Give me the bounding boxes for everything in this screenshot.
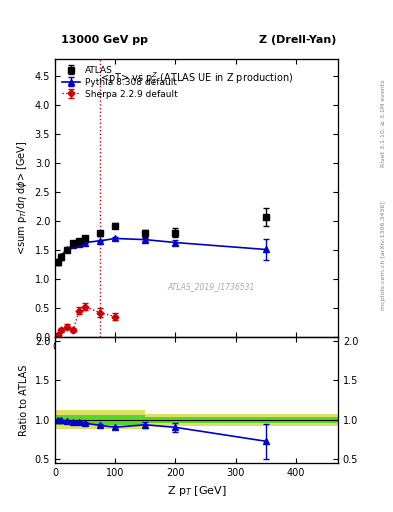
Legend: ATLAS, Pythia 8.308 default, Sherpa 2.2.9 default: ATLAS, Pythia 8.308 default, Sherpa 2.2.… bbox=[59, 63, 180, 101]
Text: Rivet 3.1.10, ≥ 3.1M events: Rivet 3.1.10, ≥ 3.1M events bbox=[381, 79, 386, 166]
Text: Z (Drell-Yan): Z (Drell-Yan) bbox=[259, 35, 336, 45]
Y-axis label: <sum p$_T$/d$\eta$ d$\phi$> [GeV]: <sum p$_T$/d$\eta$ d$\phi$> [GeV] bbox=[15, 141, 29, 255]
Bar bbox=[55, 415, 145, 424]
Text: mcplots.cern.ch [arXiv:1306.3436]: mcplots.cern.ch [arXiv:1306.3436] bbox=[381, 202, 386, 310]
Bar bbox=[55, 411, 145, 430]
Text: 13000 GeV pp: 13000 GeV pp bbox=[61, 35, 148, 45]
Y-axis label: Ratio to ATLAS: Ratio to ATLAS bbox=[19, 365, 29, 436]
Bar bbox=[145, 414, 338, 426]
Text: ATLAS_2019_I1736531: ATLAS_2019_I1736531 bbox=[167, 283, 254, 291]
Bar bbox=[145, 417, 338, 423]
X-axis label: Z p$_T$ [GeV]: Z p$_T$ [GeV] bbox=[167, 484, 226, 498]
Text: <pT> vs p$_T^Z$ (ATLAS UE in Z production): <pT> vs p$_T^Z$ (ATLAS UE in Z productio… bbox=[100, 70, 293, 87]
